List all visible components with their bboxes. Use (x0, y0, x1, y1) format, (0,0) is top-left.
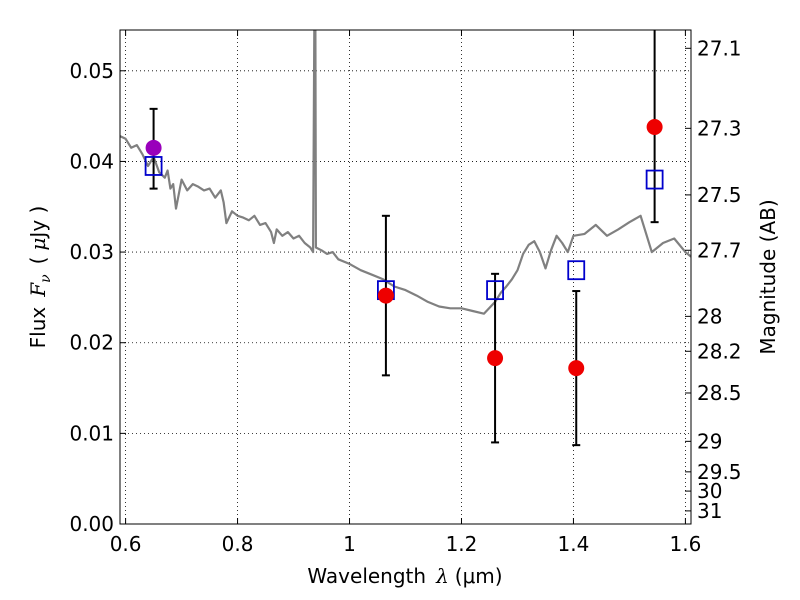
spectrum-line (120, 30, 691, 315)
y2-tick-label: 29 (697, 429, 722, 453)
x-tick-label: 0.6 (110, 532, 142, 556)
y-tick-label: 0.00 (69, 512, 114, 536)
plot-frame (119, 29, 692, 525)
y2-tick-label: 29.5 (697, 460, 742, 484)
y2-tick-label: 28.2 (697, 339, 742, 363)
y-tick-label: 0.02 (69, 331, 114, 355)
y2-tick-label: 28.5 (697, 381, 742, 405)
y2-axis-title: Magnitude (AB) (756, 199, 780, 354)
y-axis-title: FluxFν(μJy ) (26, 206, 54, 349)
x-tick-label: 1 (343, 532, 356, 556)
y2-tick-label: 27.1 (697, 36, 742, 60)
observed-flux-point (568, 360, 585, 377)
y-tick-label: 0.03 (69, 240, 114, 264)
y-tick-label: 0.04 (69, 149, 114, 173)
x-tick-label: 1.4 (558, 532, 590, 556)
plot-data (120, 30, 691, 447)
optical-flux-point (145, 139, 162, 156)
y2-tick-label: 27.5 (697, 183, 742, 207)
model-square-marker (486, 280, 504, 301)
x-tick-label: 0.8 (222, 532, 254, 556)
observed-flux-point (487, 350, 504, 367)
y2-tick-label: 27.7 (697, 238, 742, 262)
y2-tick-label: 30 (697, 479, 722, 503)
observed-flux-point (377, 287, 394, 304)
y-tick-label: 0.01 (69, 421, 114, 445)
y-tick-label: 0.05 (69, 59, 114, 83)
model-square-marker (567, 260, 586, 281)
y2-tick-label: 28 (697, 304, 722, 328)
model-square-marker (144, 156, 163, 176)
x-tick-label: 1.6 (669, 532, 701, 556)
x-axis-title: Wavelength λ (μm) (307, 564, 502, 588)
observed-flux-point (646, 118, 663, 135)
y2-tick-label: 27.3 (697, 116, 742, 140)
model-square-marker (645, 169, 664, 190)
axes: 0.6 0.8 1 1.2 1.4 1.6 0.00 0.01 0.02 0.03 0.04 0.05… (69, 30, 742, 556)
x-tick-label: 1.2 (446, 532, 478, 556)
y2-tick-label: 31 (697, 499, 722, 523)
